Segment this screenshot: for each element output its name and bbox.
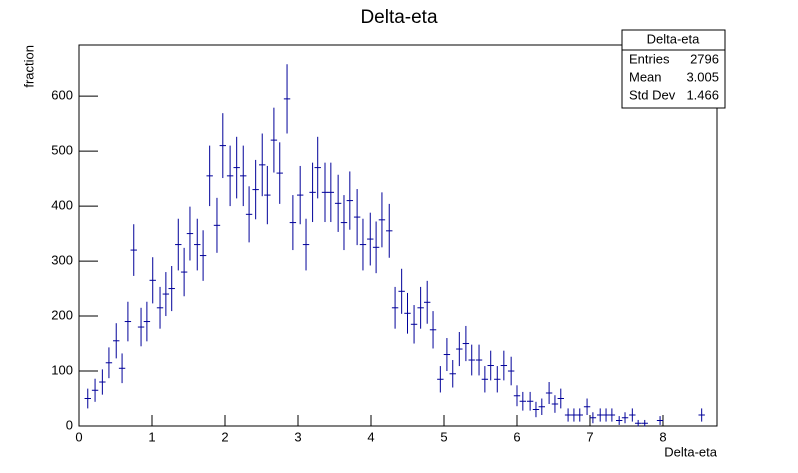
y-tick-label: 200 [51, 307, 73, 322]
x-tick-label: 1 [148, 429, 155, 444]
stats-value: 1.466 [686, 87, 719, 102]
y-tick-label: 600 [51, 88, 73, 103]
x-tick-label: 3 [294, 429, 301, 444]
x-tick-label: 6 [513, 429, 520, 444]
plot-frame [78, 44, 718, 427]
y-tick-label: 100 [51, 362, 73, 377]
stats-label: Mean [629, 69, 662, 84]
x-tick-label: 8 [659, 429, 666, 444]
stats-label: Std Dev [629, 87, 676, 102]
x-tick-label: 2 [221, 429, 228, 444]
stats-value: 2796 [690, 51, 719, 66]
x-tick-label: 5 [440, 429, 447, 444]
stats-label: Entries [629, 51, 670, 66]
x-axis-label: Delta-eta [664, 444, 718, 459]
chart-title: Delta-eta [360, 7, 438, 28]
y-tick-label: 400 [51, 198, 73, 213]
x-tick-label: 4 [367, 429, 374, 444]
y-tick-label: 500 [51, 143, 73, 158]
x-tick-label: 7 [586, 429, 593, 444]
y-axis-label: fraction [21, 45, 36, 88]
stats-title: Delta-eta [647, 31, 701, 46]
y-tick-label: 300 [51, 253, 73, 268]
y-tick-label: 0 [66, 417, 73, 432]
x-tick-label: 0 [75, 429, 82, 444]
stats-value: 3.005 [686, 69, 719, 84]
stats-box [621, 29, 726, 109]
